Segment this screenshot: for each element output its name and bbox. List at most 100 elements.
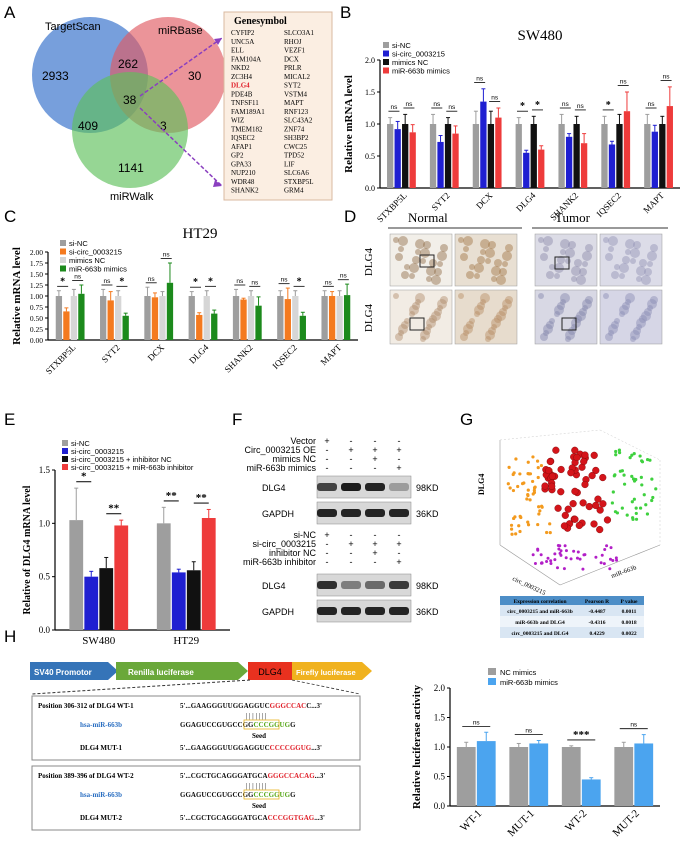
ihc-texture [485,330,495,340]
ihc-texture [625,299,631,305]
significance-label: * [606,100,611,111]
ihc-texture [440,296,448,304]
venn-arrowhead-down [213,180,222,187]
panel-letter-b: B [340,3,351,22]
scatter-point-orange [514,532,518,536]
gene-item: SLC6A6 [284,169,309,177]
ihc-texture [625,293,635,303]
wb-protein-label: GAPDH [262,607,294,617]
scatter-point-red [560,522,569,530]
ihc-texture [557,256,565,264]
ihc-texture [415,249,421,255]
gene-item: GRM4 [284,187,304,195]
ihc-texture [480,249,486,255]
ihc-texture [636,266,646,276]
axis-y-label: miR-663b [610,564,637,580]
ihc-texture [585,296,593,304]
bar [115,296,122,340]
bar [666,106,673,188]
ihc-texture [543,236,553,246]
significance-label: ns [648,101,656,108]
corr-table-header: P value [621,599,639,605]
scatter-point-purple [609,546,613,550]
scatter-point-purple [594,555,598,559]
ihc-texture [538,237,544,243]
venn-count-mirwalk-only: 1141 [118,161,144,175]
ihc-texture [429,315,437,323]
bar [122,315,129,340]
bar [232,296,240,340]
ihc-texture [630,330,640,340]
scatter-point-purple [576,550,580,554]
y-tick-label: 1.00 [30,292,43,301]
bar [240,299,247,340]
bar [84,576,99,630]
wb-protein-label: DLG4 [262,483,286,493]
wb-condition-mark: + [396,539,401,549]
venn-label-mirbase: miRBase [158,25,203,37]
scatter-point-red [561,511,569,519]
bar [444,124,452,188]
wb-condition-mark: - [326,539,329,549]
bar [299,315,306,340]
panel-letter-e: E [4,410,15,429]
ihc-texture [474,305,484,315]
scatter-point-green [622,482,627,486]
scatter-point-orange [514,457,518,461]
scatter-point-green [638,506,643,510]
ihc-row1-label: DLG4 [363,247,375,276]
significance-label: ** [108,503,120,515]
wb-condition-mark: - [350,530,353,540]
scatter-point-orange [545,530,549,535]
scatter-point-green [650,498,654,503]
significance-label: * [193,277,198,288]
gene-list-box [223,11,333,201]
scatter-point-purple [599,561,603,565]
wb-band [389,509,409,517]
bar [387,124,394,188]
scatter-point-orange [536,522,540,527]
y-tick-label: 2.0 [365,56,375,65]
scatter-point-green [630,474,634,479]
panel-letter-d: D [344,207,356,226]
y-tick-label: 1.0 [365,120,375,129]
wb-band [365,607,385,615]
bar [651,131,658,188]
scatter-point-orange [537,512,541,516]
wb-kd-label: 36KD [416,607,439,617]
wb-band [317,607,337,615]
gene-item: VEZF1 [284,47,306,55]
scatter-point-purple [531,553,535,557]
bar [114,525,129,630]
significance-label: * [520,101,525,112]
ihc-texture [543,324,553,334]
seq-mir-label: hsa-miR-663b [80,791,122,799]
scatter-point-red [599,473,607,482]
x-tick-label: DLG4 [514,190,538,214]
legend-swatch [62,440,68,446]
scatter-point-orange [512,516,516,521]
ihc-zoom-box [554,256,570,270]
scatter-point-red [554,504,562,512]
scatter-point-green [634,517,639,521]
ihc-texture [549,264,555,270]
y-tick-label: 0.0 [365,184,375,193]
significance-label: ns [281,277,289,284]
ihc-texture [502,251,512,261]
significance-label: ns [148,276,156,283]
ihc-texture [395,253,403,261]
seq-mut-label: DLG4 MUT-2 [80,814,122,822]
bar [573,124,580,188]
scatter-point-red [545,466,553,475]
seq-mir: GGAGUCCGUGCCGGCCCGGUGG [180,791,296,799]
scatter-point-orange [509,527,514,531]
scatter-point-red [541,482,549,490]
ihc-texture [625,249,631,255]
scatter-point-green [618,469,622,473]
ihc-texture [605,333,613,341]
corr-table-row-bg [500,616,644,627]
ihc-texture [641,311,651,321]
wb-condition-mark: + [324,436,329,446]
wb-condition-mark: + [396,463,401,473]
